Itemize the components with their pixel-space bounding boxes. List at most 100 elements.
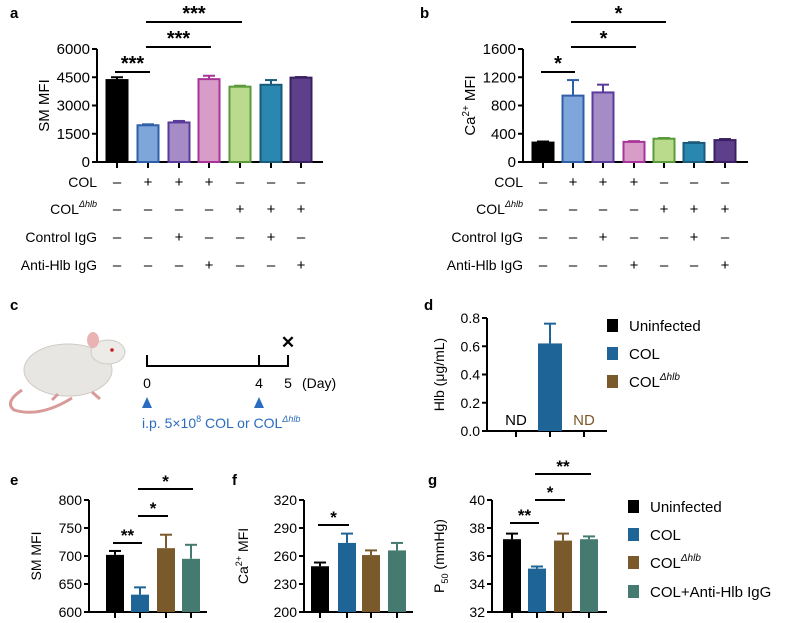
end-mark: ✕: [281, 333, 295, 352]
condition-sign: –: [569, 229, 578, 246]
condition-sign: –: [205, 229, 214, 246]
condition-sign: +: [599, 229, 608, 246]
y-axis-label: Ca2+ MFI: [461, 75, 479, 135]
legend-swatch: [628, 528, 639, 541]
condition-label-text: COL: [68, 174, 97, 190]
y-axis-label-rest: MFI: [462, 75, 479, 105]
y-tick-label: 750: [59, 520, 83, 536]
significance-stars: *: [330, 508, 337, 527]
legend-swatch: [607, 375, 618, 388]
significance-stars: **: [121, 526, 135, 545]
bar: [554, 540, 572, 612]
legend-label-text: Uninfected: [629, 318, 701, 335]
bar: [591, 91, 615, 163]
condition-sign: –: [599, 201, 608, 218]
y-axis-label-text: Ca: [462, 116, 479, 136]
y-axis-label-text: SM MFI: [28, 532, 44, 581]
chart-f: 200 230 260 290 320 Ca2+ MFI *: [234, 492, 413, 620]
y-tick-label: 320: [274, 492, 298, 508]
condition-label-sup: Δhlb: [504, 199, 523, 209]
y-tick-label: 800: [491, 98, 516, 115]
significance-stars: **: [518, 506, 532, 525]
condition-sign: +: [599, 174, 608, 191]
condition-sign: –: [539, 229, 548, 246]
y-tick-label: 0.8: [461, 310, 481, 326]
legend-swatch: [628, 585, 639, 598]
condition-sign: +: [660, 201, 669, 218]
condition-label: COLΔhlb: [476, 199, 523, 217]
mouse-illustration: [8, 332, 126, 414]
y-axis-label-rest: MFI: [235, 528, 251, 556]
y-axis-label-sub: 50: [440, 573, 450, 583]
y-tick-label: 1200: [483, 69, 516, 86]
bar: [652, 137, 676, 164]
y-axis-label-text: Hlb (μg/mL): [431, 338, 447, 411]
legend-label-sup: Δhlb: [659, 372, 680, 383]
condition-sign: +: [721, 257, 730, 274]
condition-sign: +: [236, 201, 245, 218]
bar: [561, 94, 585, 163]
condition-sign: –: [113, 257, 122, 274]
condition-sign: –: [267, 174, 276, 191]
condition-label: COLΔhlb: [50, 199, 97, 217]
panel-label-f: f: [232, 472, 238, 489]
bar: [531, 141, 555, 163]
condition-sign: –: [721, 174, 730, 191]
y-axis-label-sup: 2+: [234, 556, 244, 566]
legend-swatch: [628, 556, 639, 569]
condition-sign: +: [205, 174, 214, 191]
bar: [157, 548, 175, 612]
condition-sign: –: [175, 257, 184, 274]
condition-label-text: Control IgG: [25, 229, 97, 245]
y-tick-label: 0.4: [461, 367, 481, 383]
panel-label-a: a: [10, 5, 19, 22]
condition-sign: –: [236, 229, 245, 246]
legend-swatch: [607, 319, 618, 332]
y-tick-label: 4500: [57, 69, 90, 86]
bar: [228, 85, 252, 163]
condition-sign: –: [660, 229, 669, 246]
condition-label-text: Anti-Hlb IgG: [21, 257, 97, 273]
legend-label-text: COL: [629, 374, 660, 391]
y-tick-label: 600: [59, 604, 83, 620]
condition-sign: –: [539, 174, 548, 191]
y-axis-label-text: SM MFI: [36, 79, 53, 132]
condition-sign: –: [539, 201, 548, 218]
condition-sign: –: [205, 201, 214, 218]
y-axis-label: SM MFI: [28, 532, 44, 581]
condition-label-text: COL: [50, 201, 79, 217]
bar: [338, 542, 356, 612]
condition-sign: +: [205, 257, 214, 274]
y-tick-label: 0: [82, 154, 90, 171]
condition-sign: –: [175, 201, 184, 218]
condition-label-text: Control IgG: [451, 229, 523, 245]
bar: [388, 550, 406, 612]
y-tick-label: 40: [469, 492, 485, 508]
significance-stars: ***: [182, 3, 206, 25]
y-axis-label: P50 (mmHg): [431, 519, 450, 593]
condition-sign: –: [569, 257, 578, 274]
y-tick-label: 260: [274, 548, 298, 564]
y-tick-label: 230: [274, 576, 298, 592]
y-tick-label: 650: [59, 576, 83, 592]
condition-sign: +: [267, 229, 276, 246]
bar: [105, 79, 129, 163]
condition-sign: –: [721, 229, 730, 246]
condition-sign: –: [144, 229, 153, 246]
significance-stars: *: [554, 53, 562, 75]
condition-sign: –: [113, 174, 122, 191]
condition-label: Control IgG: [25, 229, 97, 245]
y-tick-label: 700: [59, 548, 83, 564]
condition-sign: –: [569, 201, 578, 218]
condition-sign: –: [599, 257, 608, 274]
legend-label-sup: Δhlb: [680, 553, 701, 564]
y-tick-label: 6000: [57, 41, 90, 58]
significance-stars: *: [615, 3, 623, 25]
bar: [362, 555, 380, 612]
condition-sign: –: [236, 174, 245, 191]
condition-sign: –: [297, 174, 306, 191]
bar: [106, 554, 124, 612]
